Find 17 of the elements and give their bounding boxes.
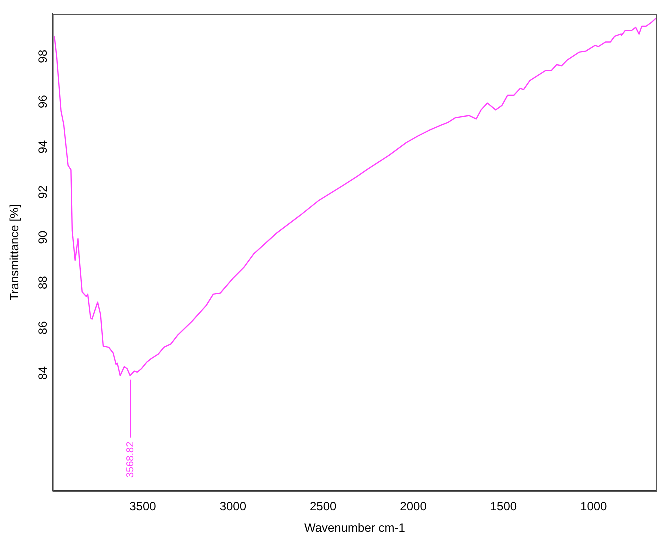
x-tick-label: 3500 bbox=[130, 500, 157, 514]
x-tick-label: 2000 bbox=[400, 500, 428, 514]
y-axis-title: Transmittance [%] bbox=[8, 204, 22, 301]
y-tick-label: 90 bbox=[36, 230, 50, 244]
x-tick-label: 1500 bbox=[490, 500, 518, 514]
y-tick-label: 84 bbox=[36, 366, 50, 380]
x-tick-label: 3000 bbox=[220, 500, 247, 514]
x-tick-label: 2500 bbox=[310, 500, 338, 514]
x-tick-label: 1000 bbox=[580, 500, 608, 514]
annotation: 3568.82 bbox=[125, 441, 136, 478]
y-tick-label: 86 bbox=[36, 321, 50, 335]
y-tick-label: 98 bbox=[36, 50, 50, 64]
y-tick-label: 88 bbox=[36, 276, 50, 290]
x-axis-title: Wavenumber cm-1 bbox=[304, 521, 406, 536]
y-tick-label: 96 bbox=[36, 94, 50, 109]
y-tick-label: 92 bbox=[36, 185, 50, 200]
y-tick-label: 94 bbox=[36, 140, 50, 154]
